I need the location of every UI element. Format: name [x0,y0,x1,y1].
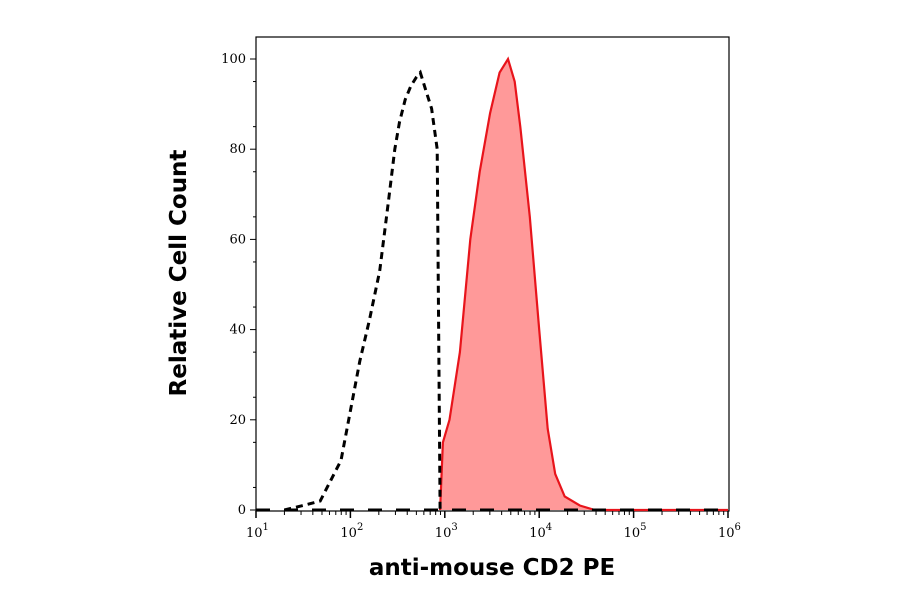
y-axis-label: Relative Cell Count [166,150,192,397]
x-tick-label: 103 [435,522,458,541]
axes-layer: 0 20 40 60 80 100 101 102 103 104 105 106 [221,52,741,541]
y-tick-label: 20 [229,413,246,428]
x-tick-label: 101 [246,522,269,541]
x-tick-label: 105 [624,522,647,541]
y-tick-label: 40 [229,323,246,338]
y-tick-label: 80 [229,142,246,157]
series-line-control [283,69,442,512]
x-tick-label: 102 [340,522,363,541]
x-axis-label: anti-mouse CD2 PE [369,555,615,581]
x-tick-label: 104 [529,522,552,541]
y-tick-label: 60 [229,232,246,247]
y-tick-label: 100 [221,52,246,67]
x-tick-label: 106 [718,522,741,541]
series-fill-area [440,59,728,510]
series-layer [256,56,728,512]
series-line-stained [439,56,728,512]
y-tick-label: 0 [238,503,246,518]
